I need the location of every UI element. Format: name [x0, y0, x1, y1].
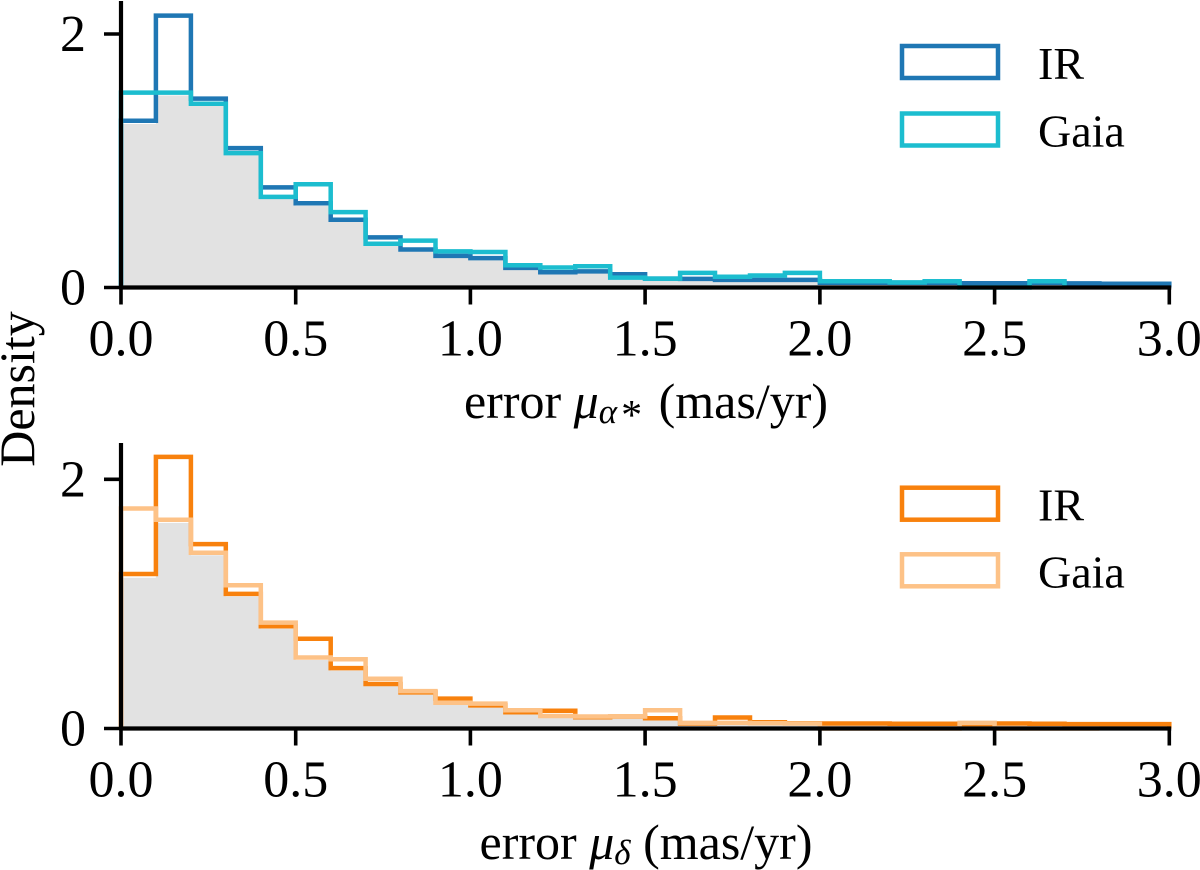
svg-text:IR: IR [1038, 480, 1084, 531]
svg-text:0.0: 0.0 [89, 311, 154, 368]
svg-text:3.0: 3.0 [1137, 752, 1200, 809]
svg-text:0.5: 0.5 [263, 311, 328, 368]
svg-text:IR: IR [1038, 38, 1084, 89]
svg-text:1.0: 1.0 [438, 311, 503, 368]
svg-text:3.0: 3.0 [1137, 311, 1200, 368]
svg-text:2: 2 [60, 451, 86, 508]
svg-text:2.0: 2.0 [787, 311, 852, 368]
svg-text:0.5: 0.5 [263, 752, 328, 809]
svg-text:0: 0 [60, 701, 86, 758]
svg-text:2.5: 2.5 [962, 752, 1027, 809]
svg-text:2.0: 2.0 [787, 752, 852, 809]
svg-text:error μδ (mas/yr): error μδ (mas/yr) [480, 814, 813, 870]
svg-text:2: 2 [60, 6, 86, 63]
svg-text:1.0: 1.0 [438, 752, 503, 809]
svg-text:0.0: 0.0 [89, 752, 154, 809]
svg-text:2.5: 2.5 [962, 311, 1027, 368]
svg-text:Gaia: Gaia [1038, 106, 1125, 157]
svg-text:1.5: 1.5 [613, 752, 678, 809]
svg-text:Density: Density [0, 311, 45, 467]
svg-text:1.5: 1.5 [613, 311, 678, 368]
svg-text:error μα* (mas/yr): error μα* (mas/yr) [464, 373, 828, 439]
svg-text:Gaia: Gaia [1038, 546, 1125, 597]
svg-text:0: 0 [60, 260, 86, 317]
